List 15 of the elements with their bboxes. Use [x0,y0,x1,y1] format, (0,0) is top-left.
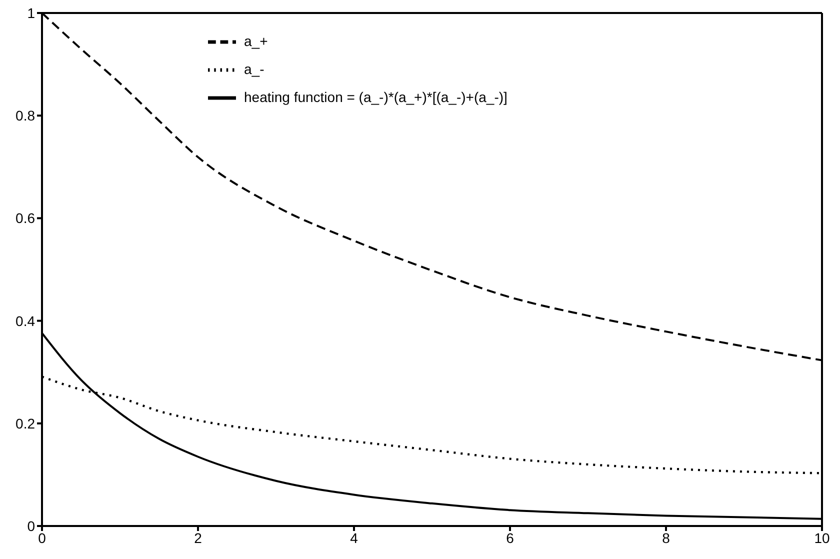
x-tick-label: 10 [814,530,830,546]
x-tick-label: 6 [506,530,514,546]
y-tick-label: 1 [27,4,36,21]
y-tick-label: 0 [27,518,36,534]
x-tick-label: 2 [194,530,202,546]
legend-label: a_- [244,60,264,77]
y-tick-label: 0.4 [16,312,36,329]
x-tick-label: 4 [350,530,358,546]
legend-label: heating function = (a_-)*(a_+)*[(a_-)+(a_-)] [244,88,508,105]
y-tick-label: 0.6 [16,210,36,226]
x-tick-label: 0 [38,530,46,546]
y-tick-label: 0.2 [16,415,36,432]
legend-label: a_+ [244,32,268,49]
x-tick-label: 8 [662,530,670,546]
y-tick-label: 0.8 [16,108,36,124]
